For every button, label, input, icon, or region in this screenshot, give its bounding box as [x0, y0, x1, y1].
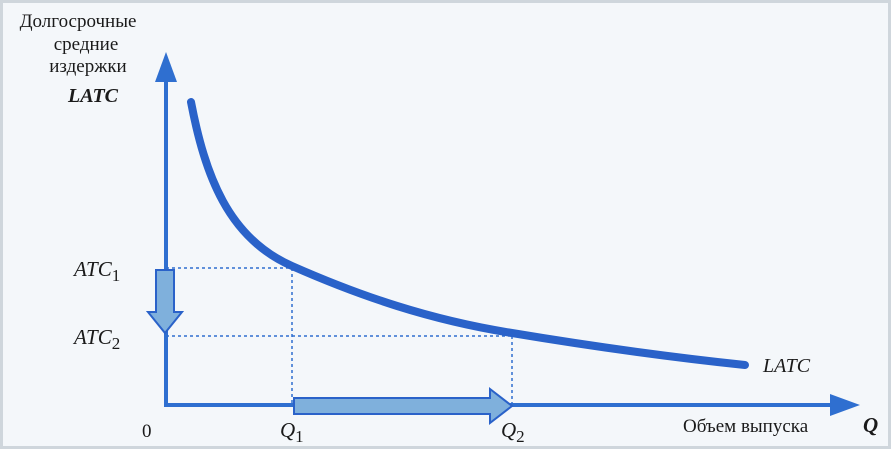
- latc-curve: [187, 98, 749, 369]
- x-axis-label: Объем выпуска: [683, 416, 809, 437]
- y-axis-arrowhead: [155, 52, 177, 82]
- output-increase-arrow: [293, 386, 514, 426]
- q2-subscript: 2: [516, 427, 525, 446]
- q2-label: Q2: [501, 418, 525, 446]
- q1-label: Q1: [280, 418, 304, 446]
- q1-subscript: 1: [295, 427, 304, 446]
- x-axis-symbol: Q: [863, 413, 878, 437]
- y-axis-label-line1: Долгосрочные: [20, 11, 137, 32]
- y-axis-label-symbol: LATC: [67, 85, 119, 107]
- origin-label: 0: [142, 421, 152, 442]
- atc2-label: ATC2: [72, 325, 120, 353]
- curve-label: LATC: [762, 355, 811, 377]
- atc1-label: ATC1: [72, 257, 120, 285]
- atc2-subscript: 2: [112, 334, 121, 353]
- y-axis-label-line3: издержки: [49, 56, 126, 77]
- atc1-subscript: 1: [112, 266, 121, 285]
- cost-decrease-arrow: [145, 269, 185, 335]
- y-axis-label-line2: средние: [54, 34, 119, 55]
- x-axis-arrowhead: [830, 394, 860, 416]
